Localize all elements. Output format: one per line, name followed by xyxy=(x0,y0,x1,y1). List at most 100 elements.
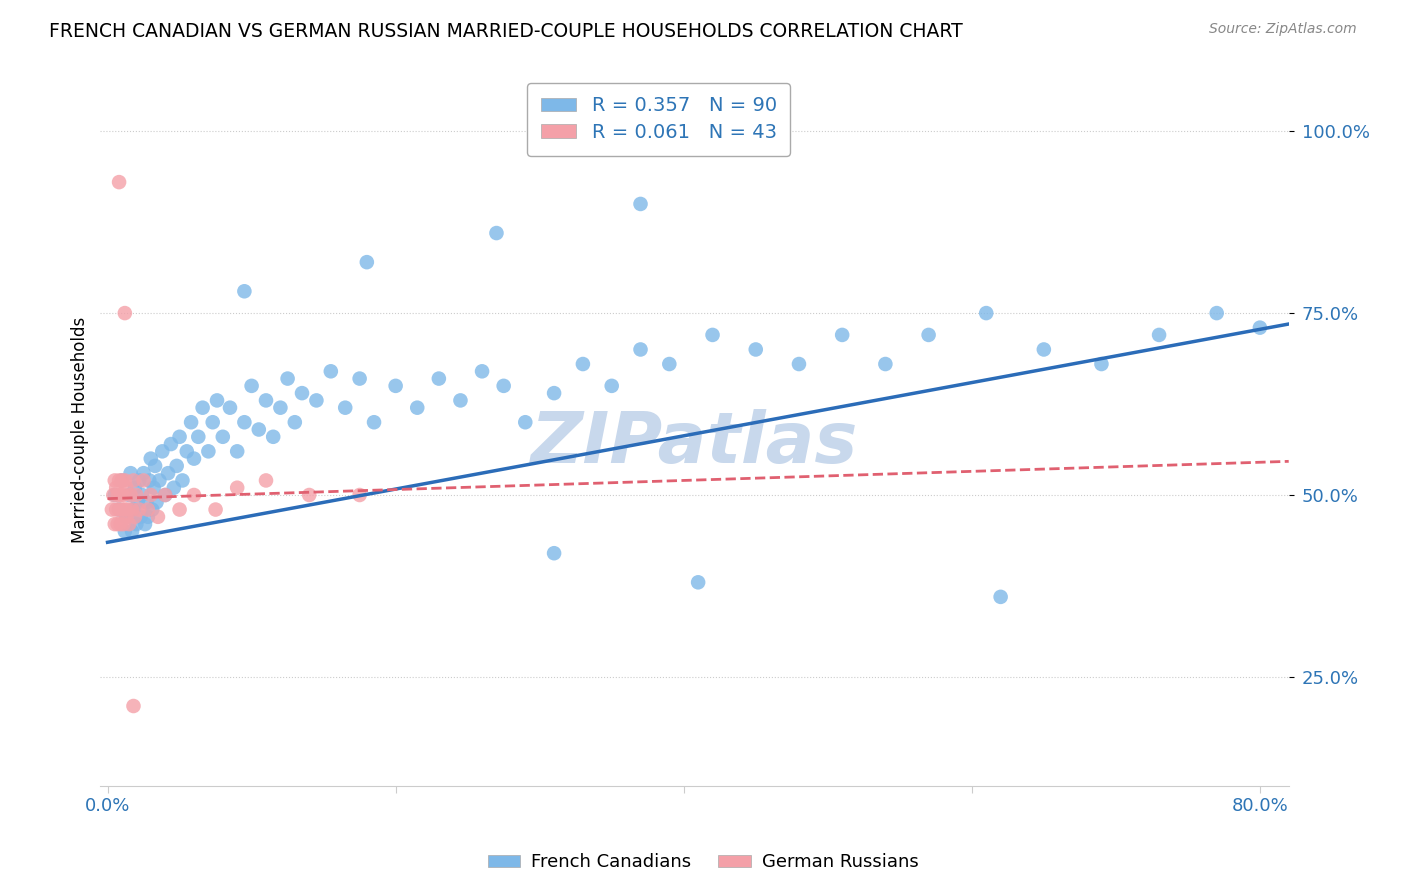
Point xyxy=(163,481,186,495)
Point xyxy=(875,357,897,371)
Point xyxy=(157,466,180,480)
Point xyxy=(240,379,263,393)
Point xyxy=(180,415,202,429)
Point xyxy=(115,509,138,524)
Point xyxy=(319,364,342,378)
Point xyxy=(114,524,136,539)
Point xyxy=(974,306,997,320)
Point xyxy=(148,474,170,488)
Point xyxy=(138,474,160,488)
Point xyxy=(124,509,146,524)
Point xyxy=(349,371,371,385)
Point xyxy=(787,357,810,371)
Text: ZIPatlas: ZIPatlas xyxy=(531,409,858,478)
Point xyxy=(183,488,205,502)
Point xyxy=(153,488,176,502)
Point xyxy=(630,197,652,211)
Point xyxy=(254,474,277,488)
Point xyxy=(132,474,155,488)
Point xyxy=(219,401,242,415)
Point xyxy=(122,502,145,516)
Point xyxy=(226,481,249,495)
Point xyxy=(211,430,233,444)
Point xyxy=(111,474,134,488)
Point xyxy=(1249,320,1271,334)
Point xyxy=(114,306,136,320)
Point xyxy=(134,517,156,532)
Point xyxy=(129,509,152,524)
Point xyxy=(205,393,228,408)
Point xyxy=(284,415,307,429)
Point xyxy=(233,415,256,429)
Legend: French Canadians, German Russians: French Canadians, German Russians xyxy=(481,847,925,879)
Point xyxy=(1032,343,1054,357)
Point xyxy=(125,488,148,502)
Point xyxy=(630,343,652,357)
Text: 80.0%: 80.0% xyxy=(1232,797,1288,815)
Point xyxy=(103,488,125,502)
Point xyxy=(688,575,710,590)
Point xyxy=(363,415,385,429)
Point xyxy=(141,502,163,516)
Point xyxy=(169,502,191,516)
Point xyxy=(406,401,429,415)
Point xyxy=(153,488,176,502)
Point xyxy=(124,481,146,495)
Point xyxy=(492,379,515,393)
Point xyxy=(176,444,198,458)
Point xyxy=(172,474,194,488)
Point xyxy=(131,488,153,502)
Point xyxy=(122,474,145,488)
Y-axis label: Married-couple Households: Married-couple Households xyxy=(72,317,89,542)
Point xyxy=(658,357,681,371)
Point xyxy=(139,451,162,466)
Point xyxy=(305,393,328,408)
Point xyxy=(108,502,131,516)
Point xyxy=(485,226,508,240)
Point xyxy=(132,466,155,480)
Point xyxy=(917,327,939,342)
Point xyxy=(515,415,537,429)
Point xyxy=(110,517,132,532)
Point xyxy=(298,488,321,502)
Point xyxy=(449,393,471,408)
Point xyxy=(121,524,143,539)
Point xyxy=(110,488,132,502)
Point xyxy=(108,474,131,488)
Point xyxy=(262,430,284,444)
Point xyxy=(269,401,291,415)
Point xyxy=(114,502,136,516)
Point xyxy=(150,444,173,458)
Point xyxy=(247,423,270,437)
Point xyxy=(204,502,226,516)
Point xyxy=(115,481,138,495)
Point xyxy=(120,466,142,480)
Point xyxy=(136,502,159,516)
Point xyxy=(104,488,127,502)
Point xyxy=(108,175,131,189)
Point xyxy=(107,488,129,502)
Point xyxy=(118,517,141,532)
Point xyxy=(187,430,209,444)
Point xyxy=(108,502,131,516)
Point xyxy=(384,379,406,393)
Point xyxy=(201,415,224,429)
Point xyxy=(349,488,371,502)
Text: Source: ZipAtlas.com: Source: ZipAtlas.com xyxy=(1209,22,1357,37)
Point xyxy=(125,517,148,532)
Legend: R = 0.357   N = 90, R = 0.061   N = 43: R = 0.357 N = 90, R = 0.061 N = 43 xyxy=(527,83,790,156)
Point xyxy=(139,488,162,502)
Text: 0.0%: 0.0% xyxy=(84,797,131,815)
Point xyxy=(1147,327,1170,342)
Point xyxy=(1090,357,1112,371)
Point xyxy=(427,371,450,385)
Point xyxy=(191,401,214,415)
Point xyxy=(117,502,139,516)
Point xyxy=(990,590,1012,604)
Point xyxy=(111,474,134,488)
Text: FRENCH CANADIAN VS GERMAN RUSSIAN MARRIED-COUPLE HOUSEHOLDS CORRELATION CHART: FRENCH CANADIAN VS GERMAN RUSSIAN MARRIE… xyxy=(49,22,963,41)
Point xyxy=(572,357,595,371)
Point xyxy=(356,255,378,269)
Point xyxy=(127,495,149,509)
Point xyxy=(166,458,188,473)
